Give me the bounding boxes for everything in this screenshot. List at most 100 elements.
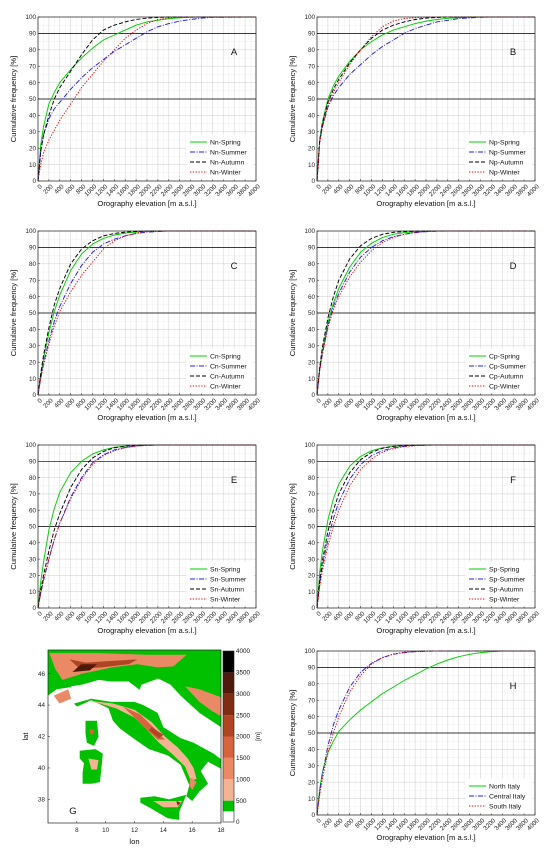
x-tick-label: 200 [321,817,334,830]
panel-letter: A [231,47,238,58]
y-tick-label: 20 [308,145,316,152]
x-tick-label: 8 [75,827,79,834]
y-tick-label: 0 [311,812,315,819]
gran-sasso [148,727,164,739]
sicily-hills [153,801,183,808]
colorbar-unit-label: [m] [255,732,262,741]
etna [176,801,181,806]
legend-label: Sp-Winter [489,596,520,603]
colorbar-tick-label: 2500 [236,712,251,719]
y-tick-label: 40 [38,765,46,772]
y-tick-label: 60 [308,507,316,514]
y-tick-label: 90 [29,245,37,252]
series-line-np-spring [316,16,535,182]
series-line-nn-summer [37,16,257,182]
y-tick-label: 20 [308,573,316,580]
y-tick-label: 100 [25,14,36,21]
x-tick-label: 4000 [526,610,541,625]
y-tick-label: 30 [29,129,37,136]
x-tick-label: 600 [64,183,77,196]
legend-label: Sp-Autumn [489,586,523,593]
legend-label: Np-Spring [489,139,520,146]
x-tick-label: 0 [315,817,323,825]
x-tick-label: 600 [64,610,77,623]
panel-C: 0102030405060708090100020040060080010001… [9,228,262,422]
series-line-np-summer [316,16,535,182]
panel-letter: C [231,261,238,272]
x-axis-label: Orography elevation [m a.s.l.] [376,199,475,208]
y-tick-label: 80 [308,47,316,54]
series-line-sn-summer [37,444,256,609]
corsica-high [89,728,95,735]
y-tick-label: 10 [308,796,316,803]
legend-label: Nn-Summer [210,149,247,156]
legend-label: Cp-Spring [489,353,520,360]
y-tick-label: 90 [29,459,37,466]
x-axis-label: Orography elevation [m a.s.l.] [97,199,196,208]
legend-label: Sn-Autumn [210,586,244,593]
y-tick-label: 70 [308,63,316,70]
x-tick-label: 600 [343,183,356,196]
x-tick-label: 4000 [526,397,541,412]
y-tick-label: 80 [29,47,37,54]
y-tick-label: 0 [311,605,315,612]
y-axis-label: Cumulative frequency [%] [288,270,297,357]
y-tick-label: 40 [29,113,37,120]
legend-label: Np-Summer [489,149,526,156]
y-tick-label: 20 [29,145,37,152]
y-tick-label: 40 [29,540,37,547]
x-tick-label: 200 [321,397,334,410]
y-tick-label: 70 [308,491,316,498]
y-tick-label: 30 [308,556,316,563]
colorbar-segment [223,715,234,737]
legend-label: North Italy [489,783,521,790]
y-tick-label: 90 [29,31,37,38]
y-tick-label: 70 [29,491,37,498]
y-tick-label: 90 [308,665,316,672]
x-tick-label: 200 [321,610,334,623]
y-tick-label: 60 [308,80,316,87]
y-axis-label: Cumulative frequency [%] [9,270,18,357]
x-tick-label: 0 [315,397,323,405]
x-tick-label: 12 [131,827,139,834]
y-tick-label: 0 [32,605,36,612]
x-tick-label: 14 [160,827,168,834]
x-tick-label: 0 [36,610,44,618]
legend-label: Nn-Spring [210,139,241,146]
colorbar-segment [223,736,234,758]
y-tick-label: 100 [304,442,315,449]
x-axis-label: Orography elevation [m a.s.l.] [376,833,475,842]
panel-letter: H [510,681,517,692]
y-tick-label: 60 [308,294,316,301]
y-tick-label: 70 [308,697,316,704]
x-axis-label: Orography elevation [m a.s.l.] [97,413,196,422]
y-tick-label: 60 [29,80,37,87]
colorbar-tick-label: 3000 [236,691,251,698]
y-tick-label: 40 [308,327,316,334]
y-axis-label: Cumulative frequency [%] [9,483,18,570]
y-tick-label: 0 [311,178,315,185]
panel-G: 8 10 12 14 16 18 38 40 42 44 46 lon lat G 0 500 1000 1500… [21,648,262,846]
colorbar-segment [223,651,234,673]
legend-box [465,778,533,814]
y-tick-label: 60 [308,714,316,721]
y-tick-label: 80 [308,681,316,688]
x-tick-label: 4000 [526,817,541,832]
y-tick-label: 20 [308,359,316,366]
x-tick-label: 400 [332,397,345,410]
y-tick-label: 10 [308,589,316,596]
colorbar-tick-label: 3500 [236,670,251,677]
x-tick-label: 16 [189,827,197,834]
y-tick-label: 10 [29,162,37,169]
x-tick-label: 600 [343,610,356,623]
colorbar-segment [223,672,234,694]
y-axis-label: lat [21,732,30,741]
y-tick-label: 30 [308,129,316,136]
colorbar-tick-label: 2000 [236,734,251,741]
legend-label: Sp-Spring [489,566,519,573]
y-tick-label: 70 [308,277,316,284]
x-tick-label: 18 [217,827,225,834]
series-line-north-italy [316,650,535,816]
legend-label: Cp-Winter [489,383,520,390]
series-line-cp-spring [316,230,535,396]
